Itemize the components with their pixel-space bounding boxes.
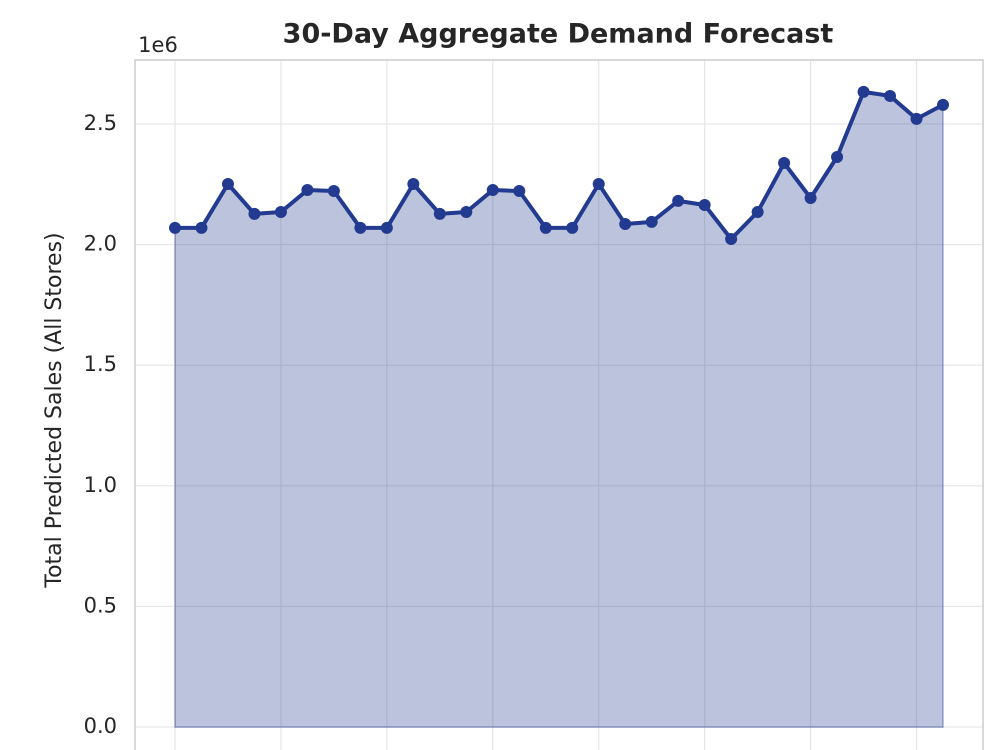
point	[725, 233, 738, 246]
y-tick-label: 1.0	[84, 473, 117, 497]
point	[831, 150, 844, 163]
point	[592, 178, 605, 191]
point	[672, 194, 685, 207]
point	[698, 198, 711, 211]
point	[566, 221, 579, 234]
chart-title: 30-Day Aggregate Demand Forecast	[283, 19, 834, 50]
y-tick-label: 0.5	[84, 593, 117, 617]
point	[274, 205, 287, 218]
y-tick-label: 2.0	[84, 232, 117, 256]
y-offset-label: 1e6	[138, 33, 178, 57]
point	[301, 184, 314, 197]
y-axis-label: Total Predicted Sales (All Stores)	[42, 232, 67, 588]
point	[619, 218, 632, 231]
point	[248, 207, 261, 220]
area-fill	[174, 91, 944, 728]
point	[327, 185, 340, 198]
y-tick-label: 1.5	[84, 352, 117, 376]
point	[804, 192, 817, 204]
y-tick-label: 2.5	[84, 111, 117, 135]
point	[778, 157, 791, 170]
point	[513, 185, 526, 198]
point	[221, 178, 234, 191]
point	[195, 221, 208, 234]
point	[354, 221, 367, 234]
point	[169, 221, 181, 234]
point	[910, 112, 923, 125]
point	[884, 89, 897, 102]
point	[751, 205, 764, 218]
point	[380, 221, 393, 234]
point	[486, 184, 499, 197]
point	[460, 205, 473, 218]
point	[539, 221, 552, 234]
point	[407, 178, 420, 191]
point	[433, 207, 446, 220]
point	[857, 85, 870, 98]
y-tick-label: 0.0	[84, 714, 117, 738]
point	[645, 215, 658, 228]
plot-frame	[134, 59, 984, 750]
point	[937, 98, 949, 111]
